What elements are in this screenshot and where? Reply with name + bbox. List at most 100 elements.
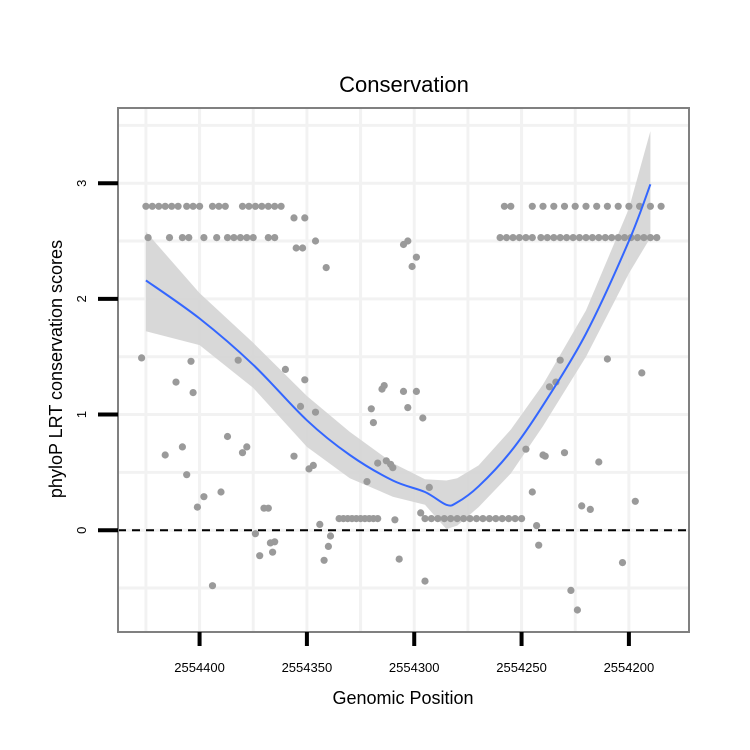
data-point [498,515,506,523]
x-axis-label: Genomic Position [332,688,473,708]
data-point [500,202,508,210]
data-point [208,202,217,210]
data-point [399,387,408,395]
data-point [178,443,186,451]
data-point [550,234,558,242]
data-point [563,234,571,242]
data-point [324,542,332,551]
data-point [251,202,259,210]
data-point [234,356,242,364]
data-point [541,452,549,460]
data-point [578,502,586,510]
data-point [419,414,427,422]
data-point [178,234,186,242]
data-point [573,606,582,614]
data-point [646,202,655,210]
x-tick-label: 2554200 [604,660,655,675]
data-point [189,202,197,210]
grid [118,108,689,632]
data-point [322,264,330,272]
data-point [417,509,425,517]
ribbon-layer [145,131,651,530]
data-point [485,515,493,523]
data-point [142,202,150,210]
data-point [326,532,335,540]
y-tick-label: 3 [74,180,89,187]
smooth-fit-line [145,183,652,507]
data-point [369,419,377,427]
data-point [236,234,244,242]
data-point [472,515,481,523]
data-point [264,504,272,512]
data-point [453,515,461,523]
data-point [296,402,305,410]
data-point [367,405,375,413]
data-point [185,234,193,242]
data-point [138,354,146,362]
data-point [621,234,629,242]
data-point [618,559,627,567]
data-point [479,515,487,523]
data-point [301,376,309,384]
data-point [183,471,191,479]
data-point [245,202,253,210]
data-point [535,541,543,549]
data-point [638,369,646,377]
data-point [560,449,569,457]
data-point [595,458,603,466]
data-point [249,234,257,242]
y-tick-label: 1 [74,411,89,418]
data-point [569,234,577,242]
data-point [582,202,590,210]
data-point [404,237,412,245]
chart-title: Conservation [339,72,469,97]
data-point [408,262,416,271]
data-point [374,459,382,467]
data-point [311,237,320,245]
data-point [271,538,279,546]
data-point [299,244,307,252]
data-point [545,383,554,391]
data-point [148,202,156,210]
y-axis: 0 1 2 3 [74,180,118,534]
data-point [256,552,264,560]
data-point [168,202,176,210]
data-point [440,515,448,523]
data-point [404,404,412,412]
data-point [217,488,225,496]
data-point [556,356,564,364]
data-point [603,355,612,363]
data-point [601,234,609,242]
data-point [251,530,259,538]
data-point [290,214,298,222]
data-point [316,520,324,529]
y-tick-label: 0 [74,527,89,534]
x-tick-label: 2554400 [174,660,225,675]
data-point [505,515,513,523]
data-point [593,202,601,210]
data-point [586,505,594,513]
data-point [425,483,433,491]
data-point [213,234,221,242]
y-axis-label: phyloP LRT conservation scores [46,240,66,498]
x-axis: 2554400 2554350 2554300 2554250 2554200 [174,632,654,675]
data-point [528,488,536,496]
x-tick-label: 2554300 [389,660,440,675]
data-point [657,202,665,210]
data-point [174,202,182,210]
data-point [528,202,536,210]
smooth-line-layer [145,183,652,507]
data-point [575,234,584,242]
point-layer [138,202,665,614]
data-point [223,432,232,441]
data-point [144,234,152,242]
y-tick-label: 2 [74,295,89,302]
data-point [290,452,298,460]
data-point [614,234,622,242]
data-point [466,515,474,523]
data-point [215,202,223,210]
data-point [320,556,328,564]
data-point [238,449,247,457]
data-point [556,234,564,242]
